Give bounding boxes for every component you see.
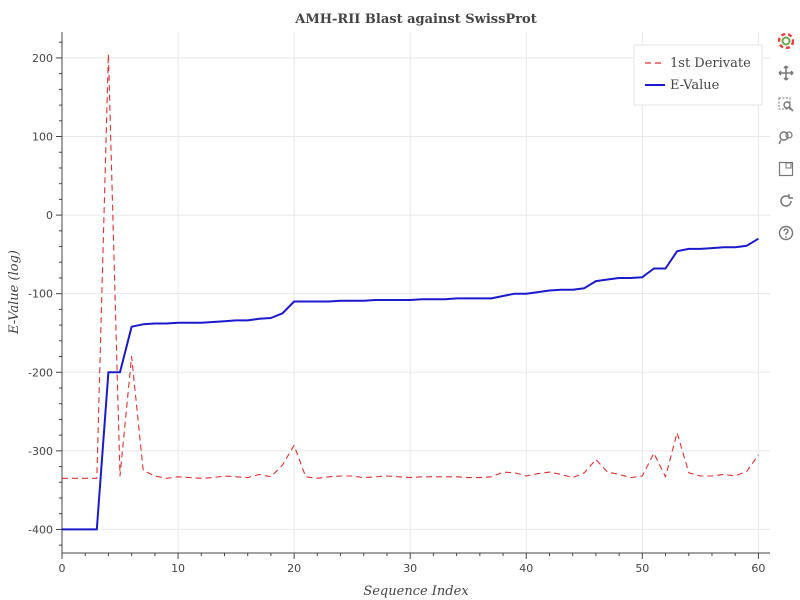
y-tick-label: -400	[28, 523, 53, 536]
y-tick-label: -300	[28, 445, 53, 458]
y-tick-label: 0	[46, 209, 53, 222]
y-tick-label: -200	[28, 366, 53, 379]
chart-title: AMH-RII Blast against SwissProt	[294, 12, 536, 27]
bokeh-logo-icon[interactable]	[775, 30, 797, 52]
x-tick-label: 40	[519, 562, 533, 575]
series-group	[62, 53, 759, 531]
y-axis-label: E-Value (log)	[7, 250, 22, 335]
x-tick-label: 30	[403, 562, 417, 575]
legend-label-derivate: 1st Derivate	[670, 56, 751, 71]
series-line-evalue	[62, 237, 759, 531]
save-icon[interactable]	[775, 158, 797, 180]
plot-area	[62, 32, 770, 553]
legend-label-evalue: E-Value	[670, 78, 720, 93]
x-tick-label: 50	[635, 562, 649, 575]
grid	[61, 32, 770, 553]
reset-icon[interactable]	[775, 190, 797, 212]
x-tick-label: 0	[59, 562, 66, 575]
wheel-zoom-icon[interactable]	[775, 126, 797, 148]
y-tick-label: 200	[32, 52, 53, 65]
axes: 0 10 20 30 40 50 60 -400 -300 -200 -100 0 100 200	[28, 32, 770, 575]
y-tick-label: -100	[28, 288, 53, 301]
x-tick-label: 10	[171, 562, 185, 575]
help-icon[interactable]	[775, 222, 797, 244]
x-tick-label: 60	[751, 562, 765, 575]
legend-box	[633, 44, 763, 106]
x-tick-label: 20	[287, 562, 301, 575]
pan-icon[interactable]	[775, 62, 797, 84]
legend: 1st Derivate E-Value	[633, 44, 763, 106]
box-zoom-icon[interactable]	[775, 94, 797, 116]
chart-toolbar	[773, 30, 799, 254]
y-tick-label: 100	[32, 131, 53, 144]
x-axis-label: Sequence Index	[363, 584, 469, 599]
series-line-derivate	[62, 53, 759, 479]
